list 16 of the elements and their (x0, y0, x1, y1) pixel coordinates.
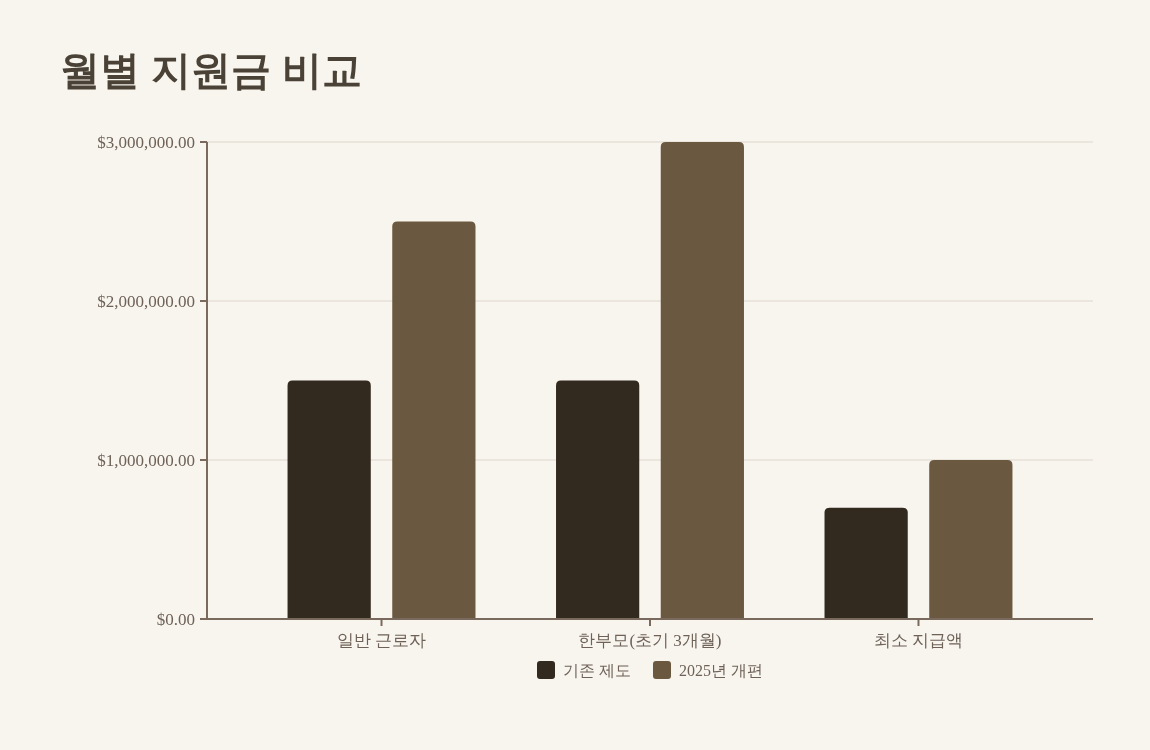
y-tick-label: $0.00 (156, 610, 195, 629)
legend-label: 기존 제도 (563, 662, 631, 679)
bar (287, 380, 371, 619)
y-tick-label: $1,000,000.00 (97, 451, 195, 470)
x-tick-label: 한부모(초기 3개월) (578, 631, 722, 650)
bar (824, 507, 908, 619)
y-tick-label: $3,000,000.00 (97, 133, 195, 152)
bar (556, 380, 640, 619)
bar (392, 221, 476, 619)
bar (660, 142, 744, 619)
y-tick-label: $2,000,000.00 (97, 292, 195, 311)
x-tick-label: 일반 근로자 (336, 631, 427, 650)
bar (929, 460, 1013, 619)
legend-label: 2025년 개편 (679, 662, 763, 679)
chart-title: 월별 지원금 비교 (60, 48, 363, 92)
x-tick-label: 최소 지급액 (873, 631, 964, 650)
